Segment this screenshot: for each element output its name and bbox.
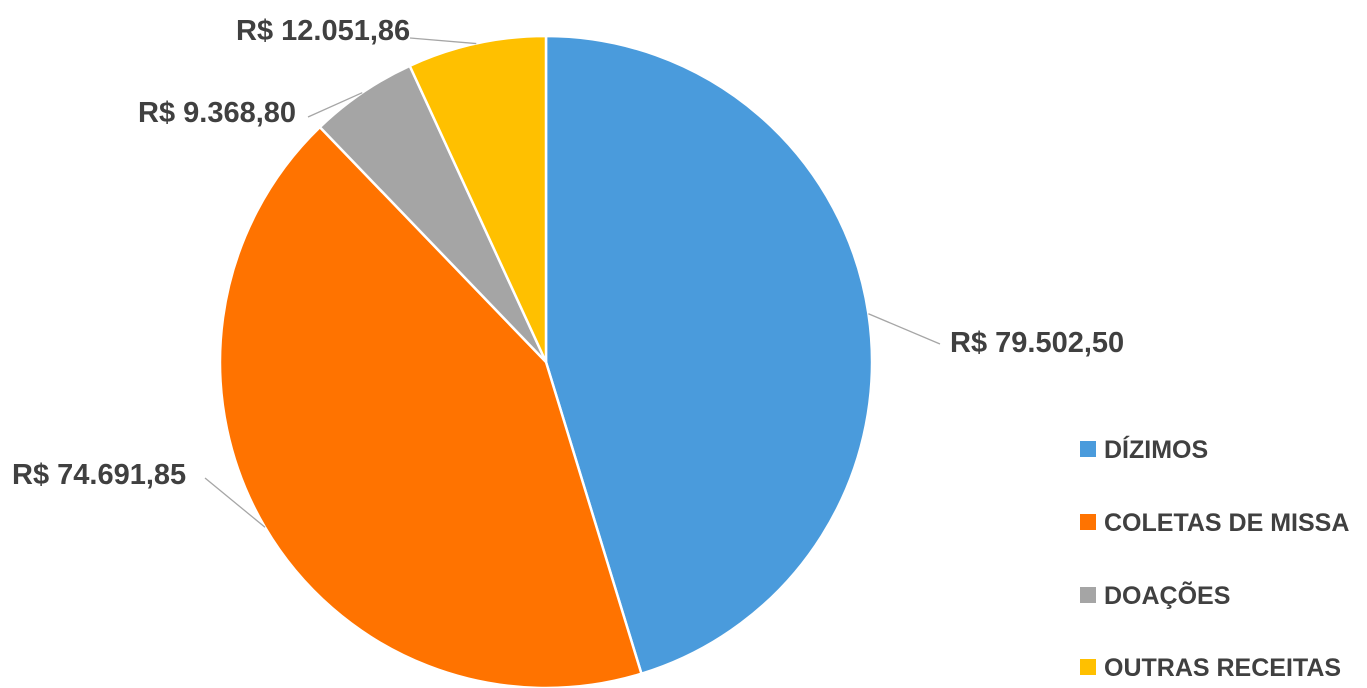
data-label-outras-receitas: R$ 12.051,86 — [236, 15, 410, 47]
pie-slices — [218, 34, 874, 688]
leader-line-coletas-de-missa — [204, 477, 266, 528]
legend-item-doacoes: DOAÇÕES — [1080, 580, 1230, 610]
leader-line-doacoes — [307, 92, 363, 118]
pie-slice-outras-receitas — [408, 34, 548, 363]
legend-label-outras-receitas: OUTRAS RECEITAS — [1104, 654, 1341, 682]
legend-swatch-outras-receitas — [1080, 659, 1096, 675]
legend-item-dizimos: DÍZIMOS — [1080, 435, 1208, 464]
legend-label-dizimos: DÍZIMOS — [1104, 435, 1208, 464]
legend: DÍZIMOS COLETAS DE MISSA DOAÇÕES OUTRAS … — [1080, 435, 1349, 682]
legend-item-coletas-de-missa: COLETAS DE MISSA — [1080, 509, 1349, 537]
leader-lines — [204, 37, 941, 528]
legend-swatch-coletas-de-missa — [1080, 514, 1096, 530]
legend-swatch-dizimos — [1080, 441, 1096, 457]
pie-slice-dizimos — [544, 34, 874, 676]
legend-swatch-doacoes — [1080, 587, 1096, 603]
data-label-coletas-de-missa: R$ 74.691,85 — [12, 459, 186, 491]
leader-line-dizimos — [868, 313, 941, 345]
legend-label-doacoes: DOAÇÕES — [1104, 580, 1230, 610]
data-label-dizimos: R$ 79.502,50 — [950, 327, 1124, 359]
legend-label-coletas-de-missa: COLETAS DE MISSA — [1104, 509, 1349, 537]
pie-slice-coletas-de-missa — [218, 125, 644, 688]
legend-item-outras-receitas: OUTRAS RECEITAS — [1080, 654, 1341, 682]
data-labels: R$ 79.502,50 R$ 74.691,85 R$ 9.368,80 R$… — [12, 15, 1124, 491]
data-label-doacoes: R$ 9.368,80 — [138, 97, 296, 129]
leader-line-outras-receitas — [409, 37, 477, 45]
